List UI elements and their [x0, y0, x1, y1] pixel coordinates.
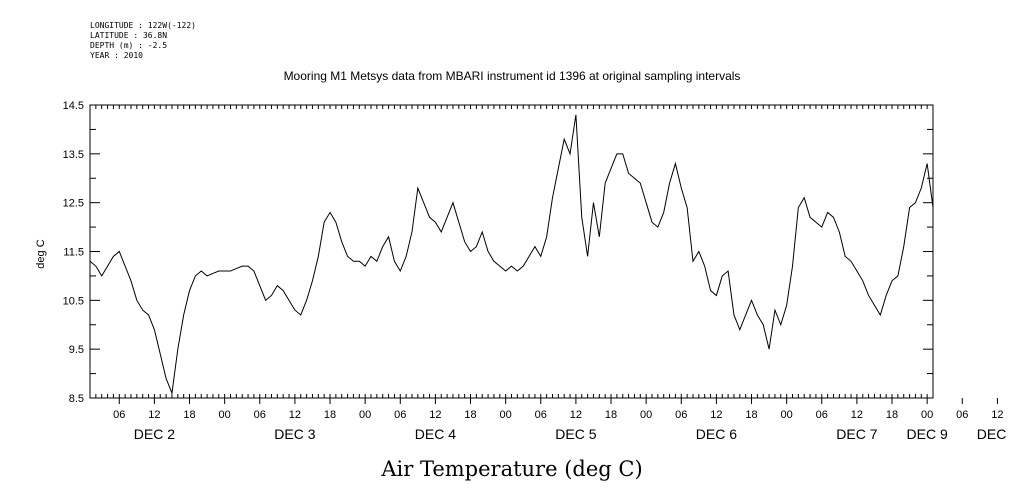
- x-tick-label: 00: [781, 409, 793, 421]
- x-date-label: DEC 6: [696, 426, 737, 442]
- x-date-label: DEC 9: [907, 426, 948, 442]
- x-date-label: DEC 5: [555, 426, 596, 442]
- axis-ticks: [89, 104, 998, 404]
- x-tick-label: 12: [710, 409, 722, 421]
- x-tick-label: 12: [289, 409, 301, 421]
- x-tick-label: 00: [640, 409, 652, 421]
- year-text: YEAR : 2010: [90, 51, 143, 60]
- longitude-text: LONGITUDE : 122W(-122): [90, 21, 196, 30]
- x-tick-label: 18: [605, 409, 617, 421]
- x-axis-title: Air Temperature (deg C): [380, 457, 642, 481]
- x-tick-label: 12: [851, 409, 863, 421]
- x-tick-label: 12: [570, 409, 582, 421]
- x-tick-label: 06: [675, 409, 687, 421]
- y-tick-label: 8.5: [69, 393, 84, 405]
- x-tick-label: 12: [148, 409, 160, 421]
- x-tick-label: 12: [429, 409, 441, 421]
- y-tick-label: 13.5: [63, 149, 84, 161]
- x-tick-label: 18: [464, 409, 476, 421]
- y-tick-label: 12.5: [63, 198, 84, 210]
- x-tick-label: 12: [991, 409, 1003, 421]
- x-tick-label: 06: [956, 409, 968, 421]
- y-tick-label: 9.5: [69, 344, 84, 356]
- x-tick-label: 18: [324, 409, 336, 421]
- y-tick-label: 11.5: [63, 247, 84, 259]
- x-date-label: DEC 4: [415, 426, 456, 442]
- x-tick-label: 18: [886, 409, 898, 421]
- x-date-label: DEC 3: [274, 426, 315, 442]
- x-tick-label: 06: [113, 409, 125, 421]
- plot-frame: [89, 104, 934, 399]
- series-group: [89, 114, 934, 396]
- x-tick-label: 18: [745, 409, 757, 421]
- x-tick-label: 06: [254, 409, 266, 421]
- air-temperature-series-line: [89, 114, 934, 396]
- x-date-label: DEC 2: [134, 426, 175, 442]
- x-tick-label: 18: [183, 409, 195, 421]
- x-tick-label: 06: [816, 409, 828, 421]
- y-axis-label: deg C: [35, 239, 47, 268]
- x-tick-label: 06: [535, 409, 547, 421]
- x-tick-label: 00: [359, 409, 371, 421]
- chart-title: Mooring M1 Metsys data from MBARI instru…: [284, 69, 741, 83]
- x-date-label: DEC 7: [836, 426, 877, 442]
- latitude-text: LATITUDE : 36.8N: [90, 31, 168, 40]
- x-tick-label: 00: [219, 409, 231, 421]
- x-tick-label: 06: [394, 409, 406, 421]
- y-tick-label: 14.5: [63, 100, 84, 112]
- depth-text: DEPTH (m) : -2.5: [90, 41, 168, 50]
- axis-labels: 06 12 18 00 06 12 18 00 06 12 18 00 06 12 18 00 06 12 18 00…: [63, 100, 1009, 442]
- y-tick-label: 10.5: [63, 295, 84, 307]
- metadata-block: LONGITUDE : 122W(-122) LATITUDE : 36.8N …: [90, 21, 196, 61]
- x-tick-label: 00: [500, 409, 512, 421]
- x-tick-label: 00: [921, 409, 933, 421]
- x-date-label: DEC 8: [977, 426, 1009, 442]
